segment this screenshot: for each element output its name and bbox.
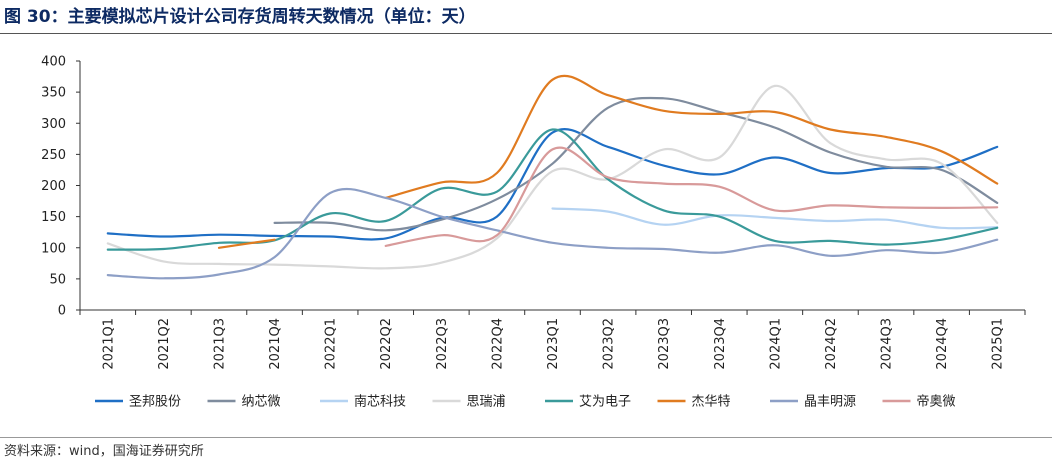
legend-item: 南芯科技 <box>320 394 406 410</box>
series-line <box>106 187 999 280</box>
y-tick-label: 200 <box>41 179 66 194</box>
x-tick-label: 2022Q2 <box>379 318 394 370</box>
legend-label: 纳芯微 <box>242 395 281 410</box>
x-axis: 2021Q1 2021Q2 2021Q3 2021Q4 2022Q1 2022Q2 2022… <box>79 309 1026 370</box>
y-tick-label: 250 <box>41 148 66 163</box>
legend-item: 艾为电子 <box>545 395 631 410</box>
x-tick-label: 2025Q1 <box>991 318 1006 370</box>
legend-item: 圣邦股份 <box>95 395 181 410</box>
y-axis: 0 50 100 150 200 250 300 350 400 <box>41 55 81 319</box>
x-tick-label: 2024Q1 <box>768 318 783 370</box>
y-tick-label: 150 <box>41 210 66 225</box>
series-5 <box>106 128 999 251</box>
series-line <box>217 238 276 249</box>
legend-label: 帝奥微 <box>917 394 956 410</box>
y-tick-label: 0 <box>58 304 66 319</box>
series-line <box>384 74 999 199</box>
legend: 圣邦股份 纳芯微 南芯科技 思瑞浦 艾为电子 杰华特 晶丰明源 帝奥微 <box>95 394 956 410</box>
series-2 <box>273 96 999 232</box>
y-tick-label: 400 <box>41 55 66 70</box>
legend-label: 晶丰明源 <box>804 395 856 410</box>
x-tick-label: 2021Q4 <box>268 318 283 370</box>
chart-title: 图 30：主要模拟芯片设计公司存货周转天数情况（单位：天） <box>4 7 476 27</box>
series-line <box>106 128 999 251</box>
x-tick-label: 2023Q2 <box>602 318 617 370</box>
series-line <box>106 84 999 270</box>
y-tick-label: 300 <box>41 117 66 132</box>
series-7 <box>106 187 999 280</box>
legend-label: 艾为电子 <box>579 395 631 410</box>
legend-item: 晶丰明源 <box>770 395 856 410</box>
series-line <box>551 207 999 230</box>
x-tick-label: 2022Q1 <box>324 318 339 370</box>
series-line <box>384 146 999 247</box>
legend-item: 思瑞浦 <box>432 395 506 410</box>
x-tick-label: 2023Q1 <box>546 318 561 370</box>
series-line <box>273 96 999 232</box>
x-tick-label: 2024Q3 <box>880 318 895 370</box>
x-tick-label: 2022Q3 <box>435 318 450 370</box>
y-tick-label: 350 <box>41 86 66 101</box>
title-divider <box>0 33 1052 34</box>
x-tick-label: 2023Q4 <box>713 318 728 370</box>
x-tick-label: 2023Q3 <box>657 318 672 370</box>
x-tick-label: 2024Q2 <box>824 318 839 370</box>
series-6 <box>217 74 999 249</box>
source-divider <box>0 437 1052 438</box>
series-4 <box>106 84 999 270</box>
legend-item: 帝奥微 <box>882 394 956 410</box>
x-tick-label: 2021Q3 <box>212 318 227 370</box>
series-1 <box>106 128 999 241</box>
series-3 <box>551 207 999 230</box>
legend-label: 思瑞浦 <box>467 395 506 410</box>
y-tick-label: 100 <box>41 241 66 256</box>
legend-label: 杰华特 <box>692 395 731 410</box>
legend-label: 南芯科技 <box>354 394 406 410</box>
legend-item: 杰华特 <box>657 395 731 410</box>
x-tick-label: 2021Q1 <box>101 318 116 370</box>
y-tick-label: 50 <box>49 272 66 287</box>
series-line <box>106 128 999 241</box>
legend-label: 圣邦股份 <box>129 395 181 410</box>
x-tick-label: 2022Q4 <box>490 318 505 370</box>
x-tick-label: 2024Q4 <box>935 318 950 370</box>
series-layer <box>106 74 999 280</box>
x-tick-label: 2021Q2 <box>157 318 172 370</box>
legend-item: 纳芯微 <box>207 395 281 410</box>
series-8 <box>384 146 999 247</box>
source-note: 资料来源：wind，国海证券研究所 <box>4 444 204 459</box>
